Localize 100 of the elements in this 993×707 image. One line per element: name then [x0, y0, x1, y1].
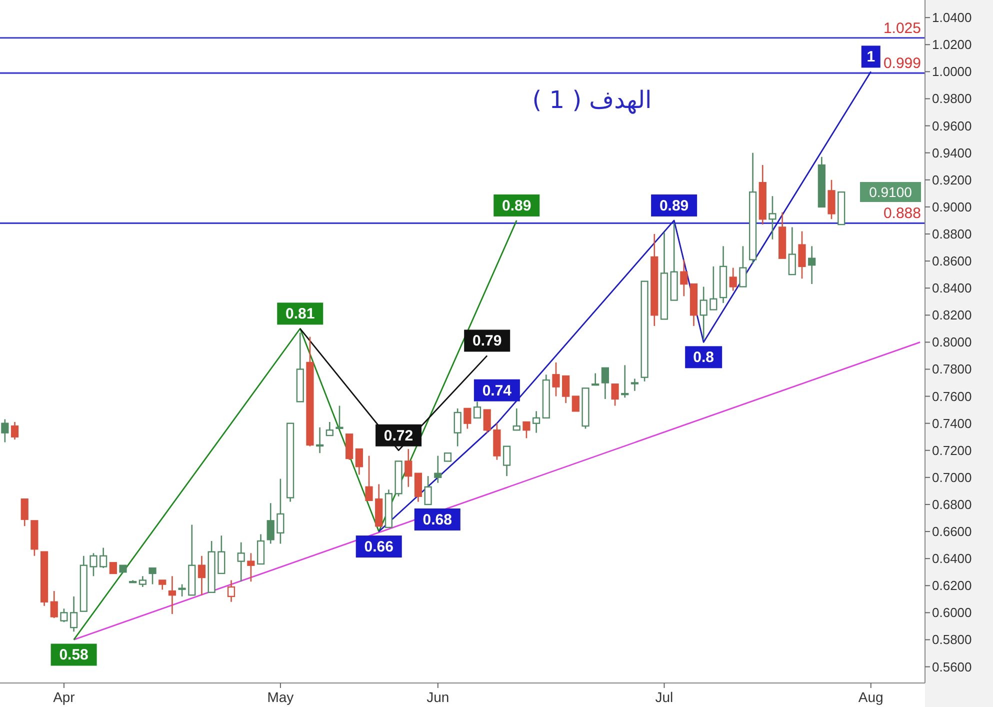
- y-tick-label: 1.0000: [932, 64, 972, 80]
- candlestick: [434, 455, 442, 484]
- y-tick-label: 0.9000: [932, 199, 972, 214]
- candlestick: [178, 584, 186, 598]
- y-tick-label: 0.9600: [932, 118, 972, 134]
- candlestick: [109, 562, 117, 574]
- y-tick-label: 1.0400: [932, 10, 972, 26]
- candlestick: [710, 266, 718, 310]
- candlestick: [266, 502, 274, 544]
- candlestick: [601, 367, 609, 400]
- line-series: [73, 220, 518, 640]
- candlestick: [404, 448, 412, 488]
- candlestick: [148, 567, 156, 585]
- data-label: 0.89: [502, 197, 532, 214]
- y-tick-label: 0.6600: [932, 524, 972, 540]
- ref-line-label: 1.025: [883, 20, 921, 37]
- candlestick: [158, 580, 166, 590]
- y-tick-label: 0.9800: [932, 91, 972, 106]
- candlestick: [700, 286, 708, 340]
- y-tick-label: 0.6800: [932, 496, 972, 512]
- candlestick: [739, 246, 747, 288]
- y-tick-label: 0.7800: [932, 362, 972, 377]
- candlestick: [247, 552, 255, 582]
- candlestick: [808, 246, 816, 285]
- candlestick: [276, 478, 284, 544]
- ref-line-label: 0.888: [883, 205, 921, 222]
- x-tick-label: Jun: [426, 689, 450, 705]
- y-tick-label: 0.6400: [932, 551, 972, 566]
- candlestick: [828, 179, 836, 220]
- y-tick-label: 0.7600: [932, 388, 972, 404]
- candlestick: [90, 552, 98, 577]
- candlestick: [572, 396, 580, 412]
- ref-line-label: 0.999: [883, 55, 921, 72]
- candlestick: [788, 226, 796, 276]
- candlestick: [20, 498, 28, 527]
- candlestick: [227, 580, 236, 602]
- y-tick-label: 1.0200: [932, 37, 972, 52]
- candlestick: [50, 590, 58, 619]
- y-tick-label: 0.9200: [932, 172, 972, 188]
- y-tick-label: 0.8600: [932, 254, 972, 269]
- annotation: 0.9100: [869, 184, 912, 200]
- candlestick: [414, 472, 422, 502]
- candlestick: [60, 608, 68, 623]
- candlestick: [198, 555, 206, 596]
- candlestick: [562, 375, 570, 404]
- candlestick: [365, 455, 373, 502]
- candlestick: [729, 267, 737, 292]
- candlestick: [168, 576, 176, 615]
- data-label: 0.79: [472, 332, 502, 350]
- data-label: 0.74: [482, 382, 512, 400]
- candlestick: [316, 426, 324, 454]
- candlestick: [424, 475, 432, 506]
- candlestick: [630, 378, 639, 392]
- x-tick-label: May: [267, 689, 294, 705]
- candlestick: [100, 547, 108, 569]
- y-tick-label: 0.5800: [932, 632, 972, 648]
- candlestick: [621, 364, 629, 398]
- data-label: 0.66: [364, 538, 394, 556]
- x-tick-label: Jul: [655, 689, 674, 705]
- candlestick: [326, 421, 334, 436]
- candlestick: [592, 372, 600, 386]
- data-label: 0.72: [384, 427, 414, 444]
- annotation: الهدف ( 1 ): [532, 86, 652, 114]
- y-tick-label: 0.5600: [932, 659, 972, 674]
- y-tick-label: 0.6000: [932, 605, 972, 620]
- candlestick: [522, 421, 530, 439]
- data-label: 0.8: [693, 349, 714, 366]
- candlestick: [1, 418, 9, 443]
- y-tick-label: 0.7400: [932, 416, 972, 431]
- candlestick: [237, 542, 245, 582]
- data-label: 0.58: [59, 646, 88, 664]
- y-tick-label: 0.8200: [932, 308, 972, 323]
- y-tick-label: 0.8000: [932, 334, 972, 350]
- candlestick: [256, 534, 265, 565]
- candlestick: [464, 408, 472, 430]
- y-tick-label: 0.8800: [932, 226, 972, 242]
- candlestick: [798, 230, 806, 280]
- x-tick-label: Aug: [858, 689, 884, 705]
- candlestick: [512, 408, 520, 431]
- y-tick-label: 0.9400: [932, 145, 972, 160]
- candlestick: [218, 534, 226, 574]
- y-tick-label: 0.7000: [932, 470, 972, 485]
- candlestick: [10, 421, 19, 440]
- candlestick: [473, 401, 482, 419]
- candlestick: [70, 596, 78, 632]
- candlestick: [138, 576, 146, 588]
- data-label: 0.89: [659, 197, 689, 214]
- candlestick: [502, 446, 511, 477]
- candlestick: [680, 259, 688, 297]
- data-label: 0.81: [286, 306, 315, 323]
- candlestick: [611, 383, 619, 406]
- data-label: 0.68: [422, 511, 452, 528]
- y-tick-label: 0.8400: [932, 280, 972, 296]
- y-tick-label: 0.7200: [932, 442, 972, 458]
- candlestick: [768, 195, 776, 240]
- candlestick: [355, 448, 363, 476]
- y-tick-label: 0.6200: [932, 578, 972, 594]
- candlestick: [552, 362, 560, 397]
- data-label: 1: [866, 48, 876, 66]
- candlestick: [454, 408, 462, 447]
